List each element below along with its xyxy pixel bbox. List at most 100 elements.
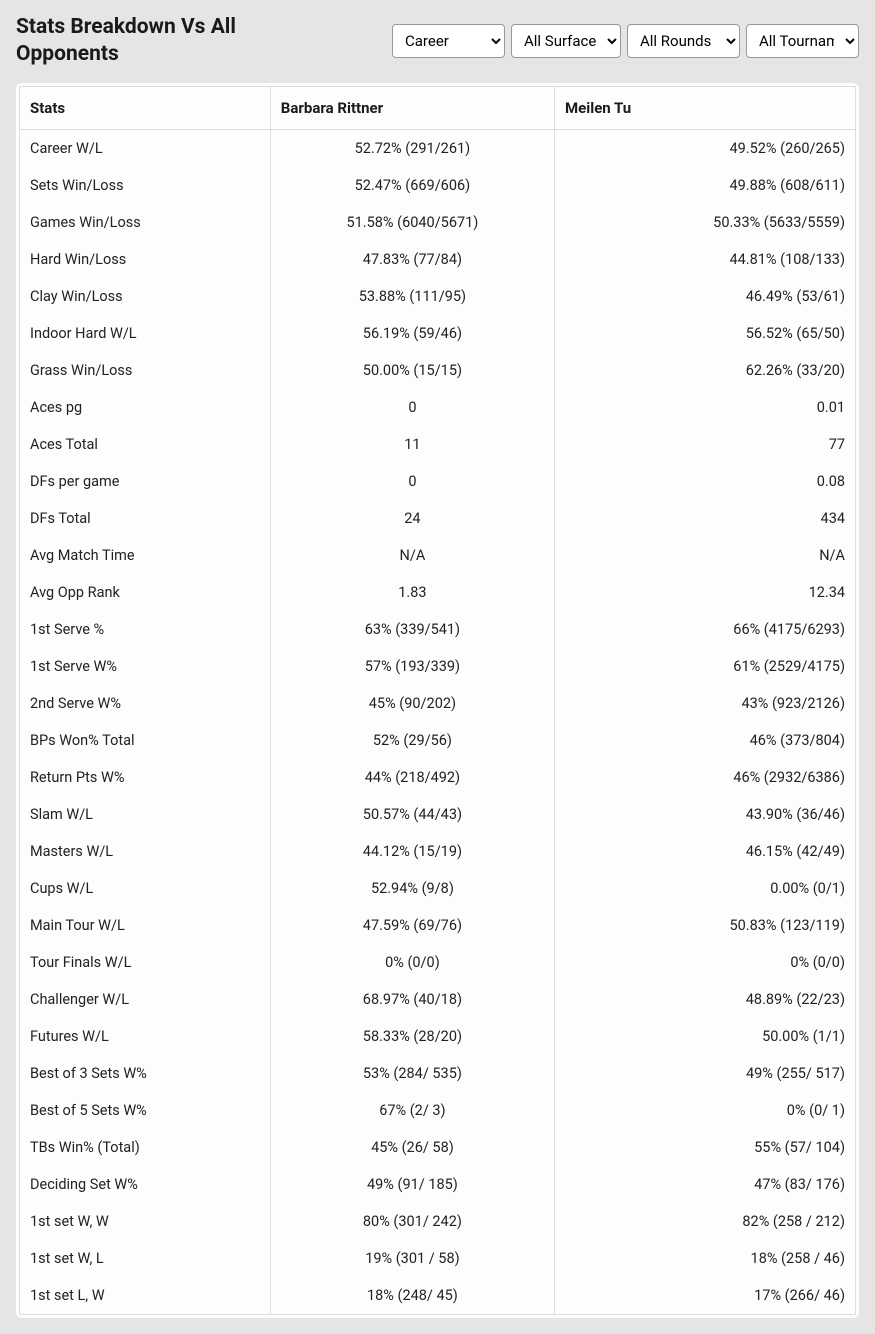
- table-row: Deciding Set W%49% (91/ 185)47% (83/ 176…: [20, 1166, 856, 1203]
- stat-value-player1: 51.58% (6040/5671): [270, 204, 554, 241]
- stat-label: Career W/L: [20, 129, 271, 167]
- stat-label: Cups W/L: [20, 870, 271, 907]
- stat-value-player1: 52.72% (291/261): [270, 129, 554, 167]
- stat-value-player2: 0.00% (0/1): [555, 870, 856, 907]
- stat-value-player2: 43.90% (36/46): [555, 796, 856, 833]
- stat-label: BPs Won% Total: [20, 722, 271, 759]
- stat-value-player1: 53.88% (111/95): [270, 278, 554, 315]
- stat-label: Deciding Set W%: [20, 1166, 271, 1203]
- stat-value-player2: 50.83% (123/119): [555, 907, 856, 944]
- stat-value-player1: 67% (2/ 3): [270, 1092, 554, 1129]
- stat-label: Avg Opp Rank: [20, 574, 271, 611]
- table-row: 1st Serve %63% (339/541)66% (4175/6293): [20, 611, 856, 648]
- table-row: Challenger W/L68.97% (40/18)48.89% (22/2…: [20, 981, 856, 1018]
- stat-value-player2: 17% (266/ 46): [555, 1277, 856, 1315]
- table-row: Aces Total1177: [20, 426, 856, 463]
- table-row: Best of 3 Sets W%53% (284/ 535)49% (255/…: [20, 1055, 856, 1092]
- stat-value-player1: 19% (301 / 58): [270, 1240, 554, 1277]
- stat-label: Challenger W/L: [20, 981, 271, 1018]
- stat-value-player2: 62.26% (33/20): [555, 352, 856, 389]
- column-header-stats: Stats: [20, 86, 271, 129]
- table-row: Clay Win/Loss53.88% (111/95)46.49% (53/6…: [20, 278, 856, 315]
- stat-value-player1: 18% (248/ 45): [270, 1277, 554, 1315]
- stat-value-player1: 58.33% (28/20): [270, 1018, 554, 1055]
- filter-rounds[interactable]: All Rounds: [627, 24, 740, 58]
- stat-label: 1st set L, W: [20, 1277, 271, 1315]
- stat-value-player1: 0% (0/0): [270, 944, 554, 981]
- table-row: TBs Win% (Total)45% (26/ 58)55% (57/ 104…: [20, 1129, 856, 1166]
- table-row: Main Tour W/L47.59% (69/76)50.83% (123/1…: [20, 907, 856, 944]
- table-row: Return Pts W%44% (218/492)46% (2932/6386…: [20, 759, 856, 796]
- stat-value-player2: 0% (0/0): [555, 944, 856, 981]
- stat-label: 1st set W, L: [20, 1240, 271, 1277]
- table-row: 1st Serve W%57% (193/339)61% (2529/4175): [20, 648, 856, 685]
- stat-label: Indoor Hard W/L: [20, 315, 271, 352]
- stat-value-player2: 46.49% (53/61): [555, 278, 856, 315]
- stat-label: Masters W/L: [20, 833, 271, 870]
- stat-value-player1: 56.19% (59/46): [270, 315, 554, 352]
- stat-value-player2: 56.52% (65/50): [555, 315, 856, 352]
- column-header-player2: Meilen Tu: [555, 86, 856, 129]
- stat-value-player2: 49% (255/ 517): [555, 1055, 856, 1092]
- table-row: Slam W/L50.57% (44/43)43.90% (36/46): [20, 796, 856, 833]
- stat-value-player2: 49.52% (260/265): [555, 129, 856, 167]
- stat-value-player2: 0% (0/ 1): [555, 1092, 856, 1129]
- stat-value-player1: 50.00% (15/15): [270, 352, 554, 389]
- stat-value-player2: 77: [555, 426, 856, 463]
- stat-value-player2: 48.89% (22/23): [555, 981, 856, 1018]
- filter-career[interactable]: Career: [392, 24, 505, 58]
- stat-value-player2: 50.00% (1/1): [555, 1018, 856, 1055]
- stat-value-player2: 44.81% (108/133): [555, 241, 856, 278]
- stat-value-player1: 0: [270, 389, 554, 426]
- table-row: DFs per game00.08: [20, 463, 856, 500]
- stats-table: Stats Barbara Rittner Meilen Tu Career W…: [19, 86, 856, 1315]
- stat-label: Best of 3 Sets W%: [20, 1055, 271, 1092]
- stat-value-player2: N/A: [555, 537, 856, 574]
- table-row: 1st set W, W80% (301/ 242)82% (258 / 212…: [20, 1203, 856, 1240]
- stat-value-player2: 46% (373/804): [555, 722, 856, 759]
- stat-value-player1: 50.57% (44/43): [270, 796, 554, 833]
- stat-label: Grass Win/Loss: [20, 352, 271, 389]
- stat-value-player2: 0.08: [555, 463, 856, 500]
- table-row: Career W/L52.72% (291/261)49.52% (260/26…: [20, 129, 856, 167]
- filter-tournaments[interactable]: All Tournaments: [746, 24, 859, 58]
- stat-value-player1: 52.94% (9/8): [270, 870, 554, 907]
- stat-value-player2: 66% (4175/6293): [555, 611, 856, 648]
- table-row: Futures W/L58.33% (28/20)50.00% (1/1): [20, 1018, 856, 1055]
- stat-label: DFs Total: [20, 500, 271, 537]
- stat-value-player2: 46.15% (42/49): [555, 833, 856, 870]
- filter-surface[interactable]: All Surfaces: [511, 24, 621, 58]
- stat-value-player1: 68.97% (40/18): [270, 981, 554, 1018]
- stat-value-player1: 80% (301/ 242): [270, 1203, 554, 1240]
- stat-value-player2: 55% (57/ 104): [555, 1129, 856, 1166]
- table-row: Grass Win/Loss50.00% (15/15)62.26% (33/2…: [20, 352, 856, 389]
- table-row: DFs Total24434: [20, 500, 856, 537]
- table-row: Aces pg00.01: [20, 389, 856, 426]
- stat-value-player1: 52% (29/56): [270, 722, 554, 759]
- stat-value-player2: 61% (2529/4175): [555, 648, 856, 685]
- stat-value-player2: 12.34: [555, 574, 856, 611]
- stat-label: 2nd Serve W%: [20, 685, 271, 722]
- stat-value-player1: 1.83: [270, 574, 554, 611]
- stat-label: Clay Win/Loss: [20, 278, 271, 315]
- table-row: Tour Finals W/L0% (0/0)0% (0/0): [20, 944, 856, 981]
- stat-value-player2: 434: [555, 500, 856, 537]
- stat-value-player1: 44.12% (15/19): [270, 833, 554, 870]
- stat-label: Games Win/Loss: [20, 204, 271, 241]
- stat-label: Sets Win/Loss: [20, 167, 271, 204]
- stat-label: DFs per game: [20, 463, 271, 500]
- stat-label: Main Tour W/L: [20, 907, 271, 944]
- stat-label: Futures W/L: [20, 1018, 271, 1055]
- stat-value-player1: 57% (193/339): [270, 648, 554, 685]
- stat-label: Tour Finals W/L: [20, 944, 271, 981]
- stat-value-player2: 18% (258 / 46): [555, 1240, 856, 1277]
- stat-label: TBs Win% (Total): [20, 1129, 271, 1166]
- table-row: Cups W/L52.94% (9/8)0.00% (0/1): [20, 870, 856, 907]
- column-header-player1: Barbara Rittner: [270, 86, 554, 129]
- stat-value-player1: 45% (90/202): [270, 685, 554, 722]
- stat-label: Hard Win/Loss: [20, 241, 271, 278]
- stat-label: Return Pts W%: [20, 759, 271, 796]
- table-row: Games Win/Loss51.58% (6040/5671)50.33% (…: [20, 204, 856, 241]
- stat-value-player1: 63% (339/541): [270, 611, 554, 648]
- page-header: Stats Breakdown Vs All Opponents Career …: [0, 0, 875, 83]
